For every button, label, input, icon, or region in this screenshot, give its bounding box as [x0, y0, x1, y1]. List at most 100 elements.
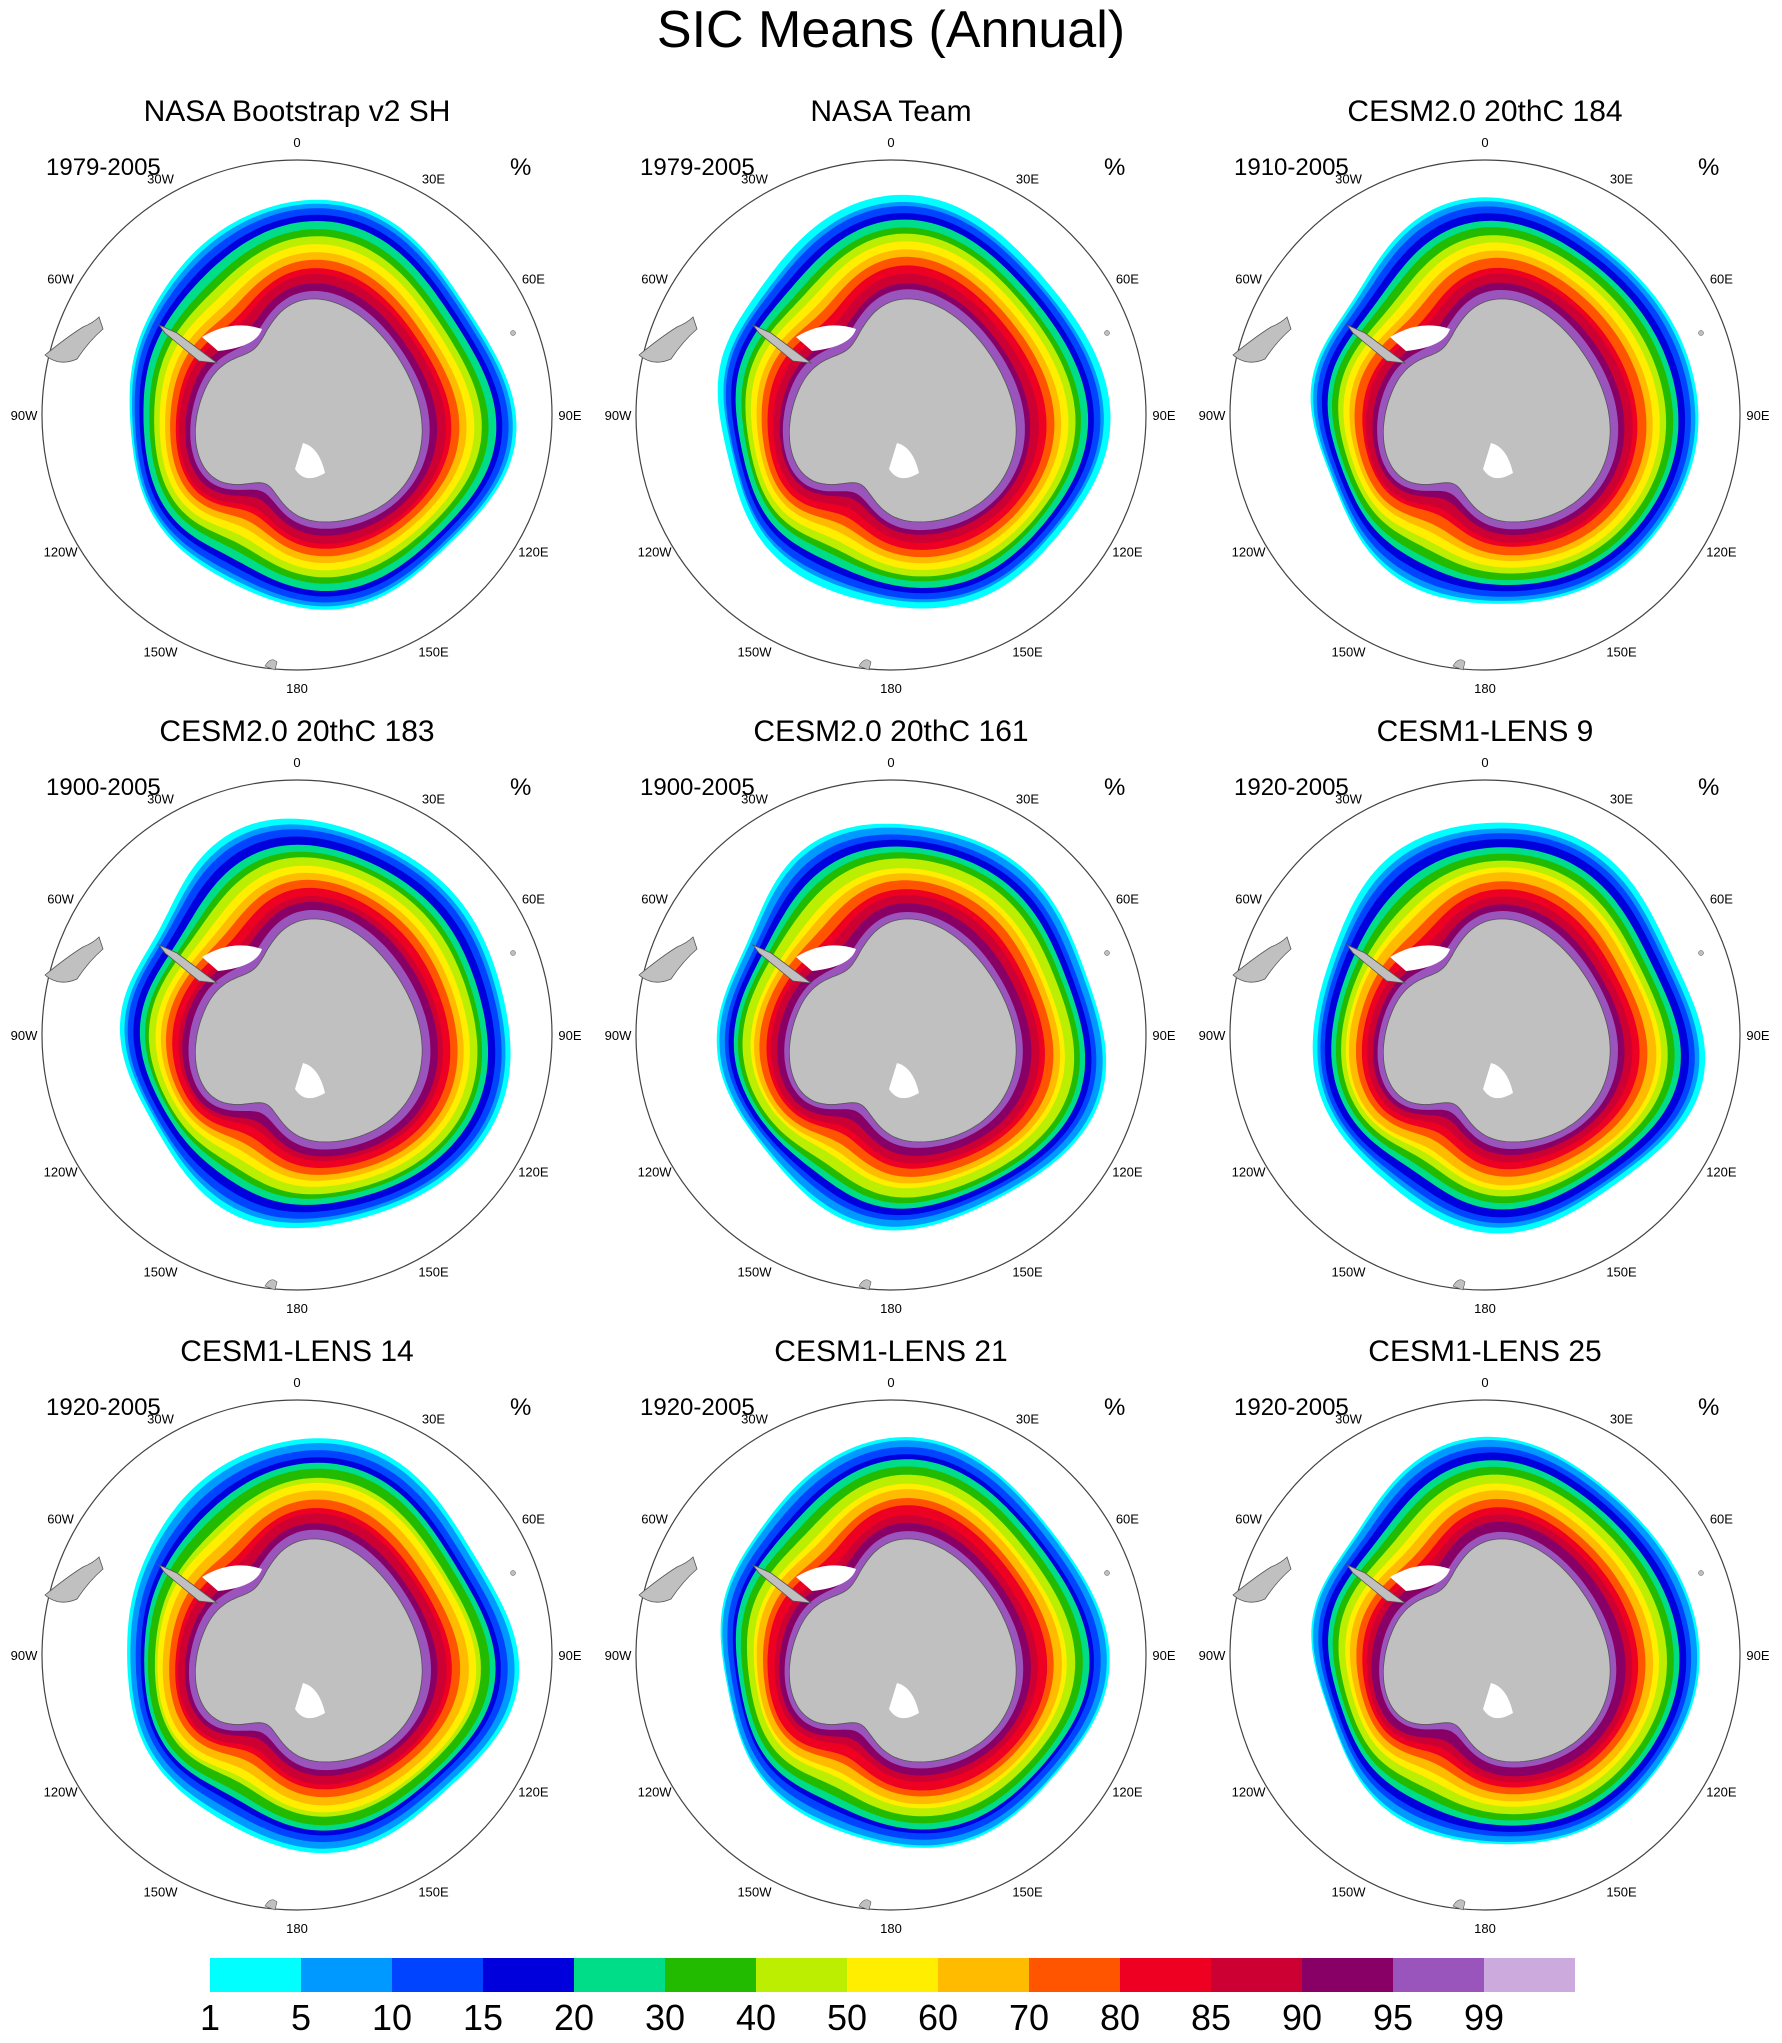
ronne-ice-shelf [1390, 1565, 1450, 1591]
longitude-label: 60W [47, 892, 74, 907]
longitude-label: 0 [887, 1375, 894, 1390]
longitude-label: 180 [880, 1301, 902, 1316]
longitude-label: 90E [1746, 1648, 1769, 1663]
longitude-label: 0 [1481, 755, 1488, 770]
panel-title: CESM1-LENS 21 [774, 1335, 1008, 1368]
longitude-label: 120W [1232, 1165, 1267, 1180]
longitude-label: 150W [144, 644, 179, 659]
south-america-land [44, 1556, 104, 1603]
antarctica-land [788, 1538, 1017, 1763]
longitude-label: 120W [1232, 1785, 1267, 1800]
longitude-label: 120E [1706, 1785, 1737, 1800]
colorbar-box [1211, 1958, 1302, 1992]
longitude-label: 90W [11, 408, 38, 423]
units-label: % [1698, 1394, 1719, 1421]
longitude-label: 30E [422, 1412, 445, 1427]
colorbar-tick-label: 80 [1100, 1997, 1140, 2038]
south-america-land [44, 316, 104, 363]
map-panel: 1900-2005% 0 30E 60E 90E 120E 150E 180 150W 120W 9… [594, 715, 1188, 1335]
longitude-label: 60W [1235, 892, 1262, 907]
longitude-label: 120W [44, 545, 79, 560]
longitude-label: 0 [293, 135, 300, 150]
map-panel: 1910-2005% 0 30E 60E 90E 120E 150E 180 150W 120W 9… [1188, 95, 1782, 715]
colorbar-box [847, 1958, 938, 1992]
polar-map: 1900-2005 % 0 30E 60E 90E 120E 150E 180 150W 120W 9… [11, 755, 582, 1316]
colorbar-box [1393, 1958, 1484, 1992]
antarctic-peninsula [751, 324, 813, 364]
longitude-label: 90E [1152, 408, 1175, 423]
period-label: 1910-2005 [1234, 154, 1349, 181]
longitude-label: 120W [638, 1785, 673, 1800]
longitude-label: 150W [1332, 1884, 1367, 1899]
longitude-label: 0 [1481, 135, 1488, 150]
longitude-label: 180 [1474, 1301, 1496, 1316]
longitude-label: 90E [558, 1028, 581, 1043]
period-label: 1900-2005 [640, 774, 755, 801]
longitude-label: 90W [1199, 1648, 1226, 1663]
longitude-label: 150E [1012, 1884, 1043, 1899]
longitude-label: 30E [1610, 792, 1633, 807]
antarctic-peninsula [751, 1564, 813, 1604]
longitude-label: 30W [1335, 792, 1362, 807]
polar-map: 1920-2005 % 0 30E 60E 90E 120E 150E 180 150W 120W 9… [605, 1375, 1176, 1936]
antarctic-peninsula [157, 1564, 219, 1604]
panel-title: CESM2.0 20thC 183 [159, 715, 435, 748]
south-america-land [1232, 1556, 1292, 1603]
ross-ice-shelf [295, 1063, 325, 1099]
longitude-label: 120E [1112, 545, 1143, 560]
period-label: 1920-2005 [1234, 774, 1349, 801]
longitude-label: 120E [1706, 545, 1737, 560]
longitude-label: 180 [1474, 1921, 1496, 1936]
longitude-label: 90E [558, 408, 581, 423]
ross-ice-shelf [295, 1683, 325, 1719]
longitude-label: 60E [1116, 272, 1139, 287]
south-america-land [1232, 936, 1292, 983]
longitude-label: 90E [558, 1648, 581, 1663]
panel-title: NASA Team [810, 95, 972, 128]
period-label: 1920-2005 [46, 1394, 161, 1421]
south-america-land [44, 936, 104, 983]
antarctica-land [1382, 1538, 1611, 1763]
longitude-label: 60E [522, 892, 545, 907]
antarctica-land [1382, 298, 1611, 523]
new-zealand-land [264, 659, 278, 671]
longitude-label: 90W [11, 1028, 38, 1043]
longitude-label: 150W [1332, 1264, 1367, 1279]
longitude-label: 150W [144, 1264, 179, 1279]
ross-ice-shelf [889, 443, 919, 479]
colorbar-box [1302, 1958, 1393, 1992]
antarctica-land [194, 298, 423, 523]
longitude-label: 90E [1152, 1028, 1175, 1043]
longitude-label: 30E [1610, 1412, 1633, 1427]
longitude-label: 30E [422, 792, 445, 807]
map-panel: 1979-2005% 0 30E 60E 90E 120E 150E 180 150W 120W 9… [594, 95, 1188, 715]
map-panel: 1920-2005% 0 30E 60E 90E 120E 150E 180 150W 120W 9… [1188, 715, 1782, 1335]
new-zealand-land [1452, 1899, 1466, 1911]
new-zealand-land [1452, 659, 1466, 671]
longitude-label: 30E [1610, 172, 1633, 187]
colorbar-box [1484, 1958, 1575, 1992]
antarctic-peninsula [1345, 324, 1407, 364]
colorbar-tick-label: 60 [918, 1997, 958, 2038]
colorbar-box [1029, 1958, 1120, 1992]
colorbar-tick-label: 90 [1282, 1997, 1322, 2038]
antarctic-peninsula [1345, 1564, 1407, 1604]
ronne-ice-shelf [796, 945, 856, 971]
units-label: % [510, 774, 531, 801]
ross-ice-shelf [889, 1063, 919, 1099]
map-panel: 1920-2005% 0 30E 60E 90E 120E 150E 180 150W 120W 9… [594, 1335, 1188, 1955]
longitude-label: 120E [1112, 1785, 1143, 1800]
longitude-label: 60W [641, 1512, 668, 1527]
longitude-label: 30W [1335, 1412, 1362, 1427]
longitude-label: 150W [144, 1884, 179, 1899]
ross-ice-shelf [889, 1683, 919, 1719]
colorbar-tick-label: 15 [463, 1997, 503, 2038]
longitude-label: 180 [286, 681, 308, 696]
panel-title: CESM1-LENS 25 [1368, 1335, 1602, 1368]
colorbar-box [574, 1958, 665, 1992]
longitude-label: 90W [1199, 1028, 1226, 1043]
figure-title: SIC Means (Annual) [656, 1, 1126, 59]
units-label: % [510, 1394, 531, 1421]
longitude-label: 120E [1112, 1165, 1143, 1180]
colorbar-tick-label: 1 [200, 1997, 220, 2038]
